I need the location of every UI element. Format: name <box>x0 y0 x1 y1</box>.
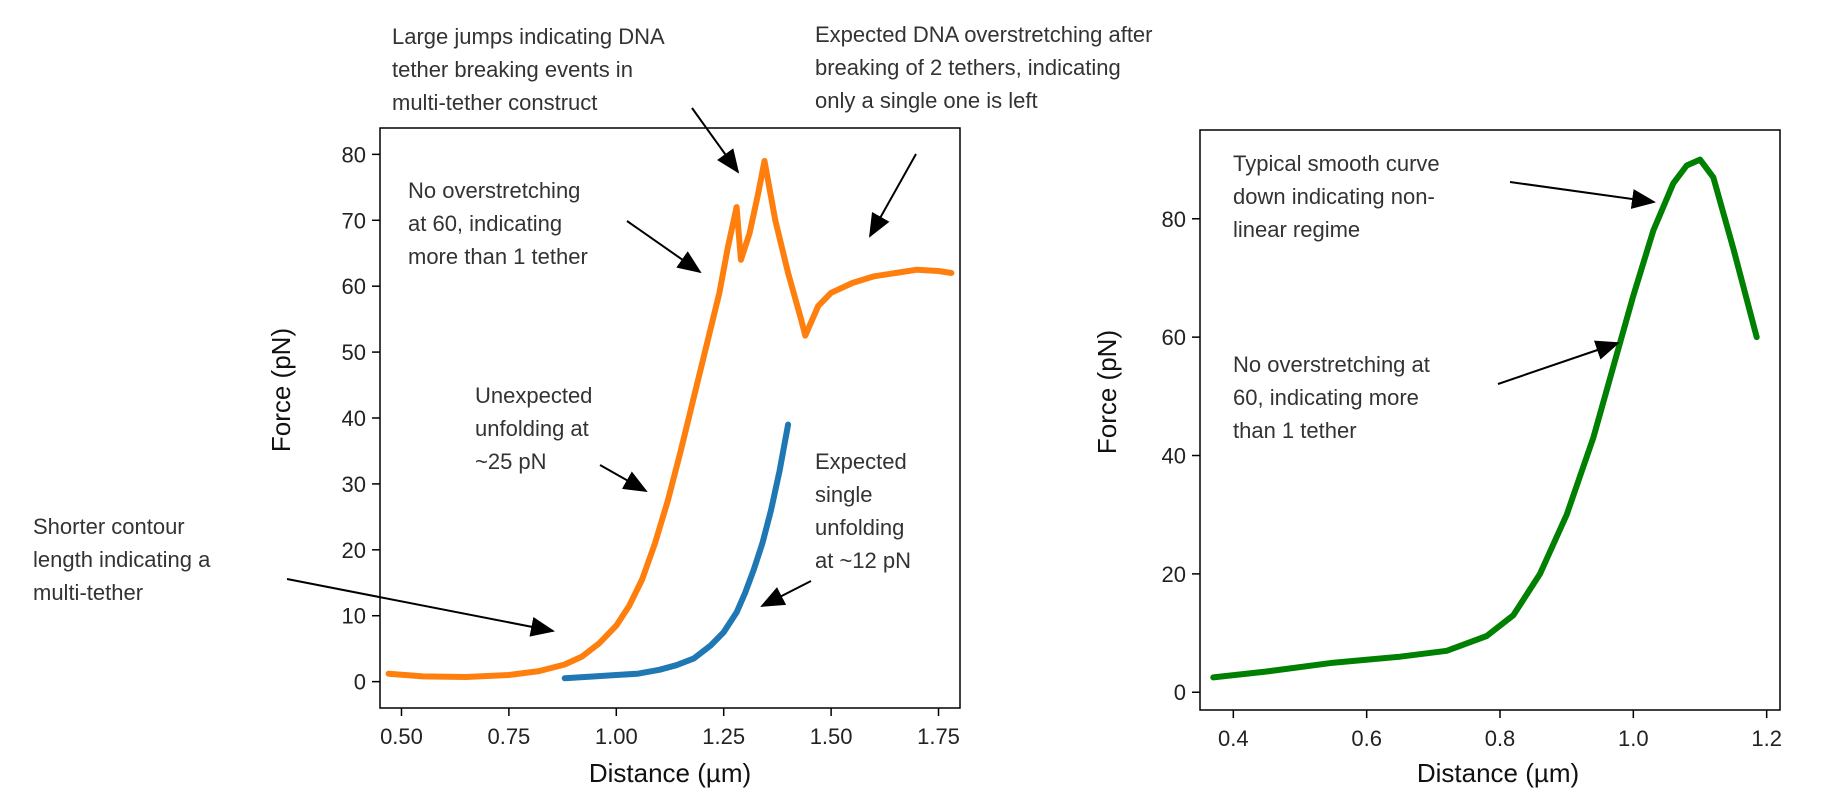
left-x-axis-label: Distance (µm) <box>589 758 751 788</box>
right-x-tick-label: 0.6 <box>1351 726 1382 751</box>
arrow-unexpected-unfolding <box>599 464 648 492</box>
arrow-expected-single-unfolding <box>760 580 812 607</box>
annotation-arrows <box>286 107 1656 637</box>
left-y-tick-label: 20 <box>342 538 366 563</box>
left-y-tick-label: 60 <box>342 274 366 299</box>
left-y-tick-label: 10 <box>342 604 366 629</box>
annotation-unexpected-unfolding: Unexpected unfolding at ~25 pN <box>475 383 599 474</box>
left-chart: 0.50 0.75 1.00 1.25 1.50 1.75 0 10 20 30 40 50 60 70… <box>266 127 961 788</box>
annotation-no-overstretching-right: No overstretching at 60, indicating more… <box>1233 352 1436 443</box>
arrow-no-overstretching-left <box>626 220 702 274</box>
right-x-tick-label: 1.0 <box>1618 726 1649 751</box>
left-x-tick-label: 1.50 <box>810 724 853 749</box>
left-x-tick-label: 1.25 <box>702 724 745 749</box>
left-x-axis-ticks: 0.50 0.75 1.00 1.25 1.50 1.75 <box>380 708 960 749</box>
annotation-large-jumps: Large jumps indicating DNA tether breaki… <box>392 24 670 115</box>
right-plot-frame <box>1199 129 1781 711</box>
arrow-large-jumps <box>691 107 740 174</box>
left-y-tick-label: 40 <box>342 406 366 431</box>
right-x-tick-label: 0.4 <box>1218 726 1249 751</box>
arrow-typical-smooth-curve <box>1509 181 1656 209</box>
right-x-tick-label: 0.8 <box>1485 726 1516 751</box>
left-y-tick-label: 70 <box>342 208 366 233</box>
left-y-tick-label: 30 <box>342 472 366 497</box>
left-y-axis-label: Force (pN) <box>266 328 296 452</box>
left-y-tick-label: 0 <box>354 670 366 695</box>
arrow-no-overstretching-right <box>1497 340 1620 385</box>
right-x-axis-label: Distance (µm) <box>1417 758 1579 788</box>
right-series-green-line <box>1210 156 1760 681</box>
right-y-axis-ticks: 0 20 40 60 80 <box>1162 207 1200 705</box>
left-x-tick-label: 1.75 <box>917 724 960 749</box>
right-y-tick-label: 0 <box>1174 680 1186 705</box>
arrow-shorter-contour <box>286 578 555 637</box>
right-y-axis-label: Force (pN) <box>1092 330 1122 454</box>
right-y-tick-label: 40 <box>1162 444 1186 469</box>
right-y-tick-label: 80 <box>1162 207 1186 232</box>
right-x-tick-label: 1.2 <box>1751 726 1782 751</box>
annotation-no-overstretching-left: No overstretching at 60, indicating more… <box>408 178 588 269</box>
right-y-tick-label: 60 <box>1162 325 1186 350</box>
left-y-axis-ticks: 0 10 20 30 40 50 60 70 80 <box>342 142 380 695</box>
annotation-expected-single-unfolding: Expected single unfolding at ~12 pN <box>815 449 913 573</box>
left-x-tick-label: 1.00 <box>595 724 638 749</box>
annotation-typical-smooth-curve: Typical smooth curve down indicating non… <box>1233 151 1446 242</box>
left-y-tick-label: 50 <box>342 340 366 365</box>
left-series-single-tether-line <box>561 421 792 682</box>
right-y-tick-label: 20 <box>1162 562 1186 587</box>
left-series-group <box>385 158 955 682</box>
arrow-expected-overstretching <box>869 153 917 238</box>
left-series-multi-tether-construct-line <box>385 158 955 680</box>
left-y-tick-label: 80 <box>342 142 366 167</box>
annotation-expected-overstretching: Expected DNA overstretching after breaki… <box>815 22 1159 113</box>
left-x-tick-label: 0.75 <box>487 724 530 749</box>
right-series-group <box>1210 156 1760 681</box>
right-x-axis-ticks: 0.4 0.6 0.8 1.0 1.2 <box>1218 710 1782 751</box>
left-x-tick-label: 0.50 <box>380 724 423 749</box>
annotation-shorter-contour: Shorter contour length indicating a mult… <box>33 514 216 605</box>
